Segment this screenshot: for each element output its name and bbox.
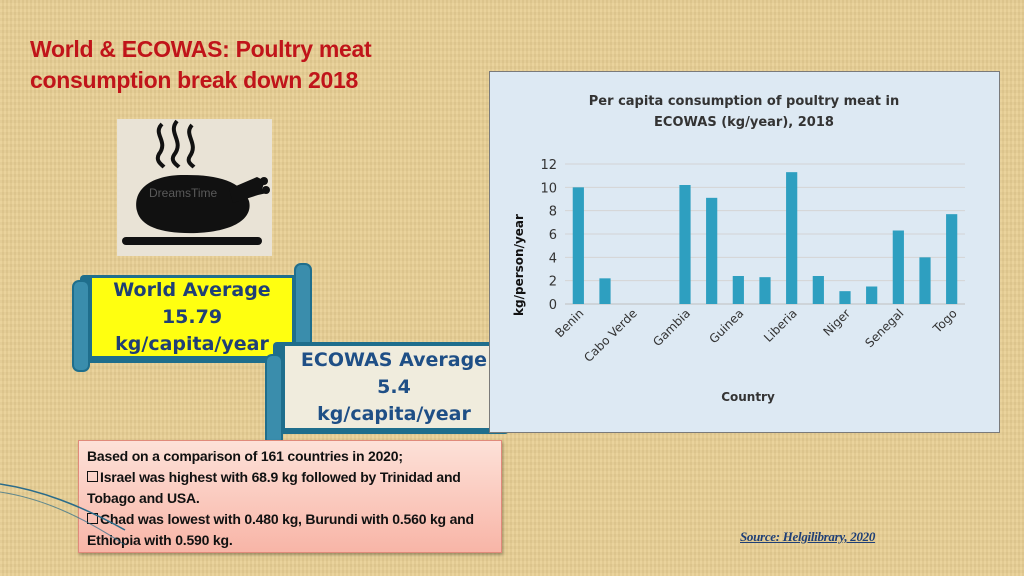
bar (599, 278, 611, 304)
note-point-1-text: Israel was highest with 68.9 kg followed… (87, 469, 461, 506)
bar (839, 291, 851, 304)
chart-title-line1: Per capita consumption of poultry meat i… (589, 94, 899, 109)
bar (572, 187, 584, 304)
chart-title-line2: ECOWAS (kg/year), 2018 (654, 115, 834, 130)
bar-chart: Per capita consumption of poultry meat i… (512, 94, 965, 404)
x-tick-label: Niger (820, 306, 853, 339)
y-tick-label: 0 (549, 298, 557, 313)
y-tick-label: 4 (549, 251, 557, 266)
chicken-image: DreamsTime (117, 119, 272, 256)
x-tick-label: Guinea (706, 306, 746, 346)
world-average-unit: kg/capita/year (115, 332, 269, 355)
world-average-banner: World Average 15.79 kg/capita/year (72, 263, 317, 373)
y-axis-label: kg/person/year (512, 214, 526, 316)
x-tick-label: Liberia (761, 306, 800, 345)
x-axis-label: Country (721, 390, 775, 404)
roast-chicken-icon: DreamsTime (122, 119, 270, 245)
world-average-label: World Average (113, 278, 271, 301)
bar (812, 276, 824, 304)
x-tick-label: Senegal (862, 306, 906, 350)
bar (892, 230, 904, 304)
decorative-swoosh (0, 483, 126, 546)
bar (946, 214, 958, 304)
slide-title-line2: consumption break down 2018 (30, 67, 359, 93)
comparison-note: Based on a comparison of 161 countries i… (78, 440, 502, 553)
y-tick-label: 6 (549, 228, 557, 243)
world-average-body: World Average 15.79 kg/capita/year (92, 278, 292, 356)
note-point-2-text: Chad was lowest with 0.480 kg, Burundi w… (87, 511, 474, 548)
note-point-2: Chad was lowest with 0.480 kg, Burundi w… (87, 509, 493, 551)
slide-title: World & ECOWAS: Poultry meat consumption… (30, 34, 450, 96)
bar (786, 172, 798, 304)
ecowas-average-body: ECOWAS Average 5.4 kg/capita/year (285, 346, 503, 428)
bar (679, 185, 691, 304)
ecowas-average-label: ECOWAS Average (300, 348, 488, 371)
note-point-1: Israel was highest with 68.9 kg followed… (87, 467, 493, 509)
banner-roll-left (265, 354, 283, 446)
world-average-value: 15.79 (161, 305, 223, 328)
x-tick-label: Cabo Verde (581, 306, 640, 365)
ecowas-average-value: 5.4 (377, 375, 411, 398)
bar-chart-panel: Per capita consumption of poultry meat i… (489, 71, 1000, 433)
checkbox-bullet-icon (87, 471, 98, 482)
x-tick-label: Benin (552, 306, 586, 340)
ecowas-average-unit: kg/capita/year (317, 402, 471, 425)
chicken-watermark: DreamsTime (149, 186, 218, 200)
source-citation: Source: Helgilibrary, 2020 (740, 529, 876, 544)
ecowas-average-banner: ECOWAS Average 5.4 kg/capita/year (265, 330, 520, 446)
note-intro: Based on a comparison of 161 countries i… (87, 448, 403, 464)
y-tick-label: 8 (549, 205, 557, 220)
bar (759, 277, 771, 304)
x-tick-label: Gambia (650, 306, 693, 349)
bar (919, 257, 931, 304)
y-tick-label: 2 (549, 275, 557, 290)
bar (706, 197, 718, 304)
banner-roll-left (72, 280, 90, 372)
y-tick-label: 10 (540, 181, 557, 196)
x-tick-label: Togo (930, 306, 960, 336)
y-tick-label: 12 (540, 158, 557, 173)
slide-title-line1: World & ECOWAS: Poultry meat (30, 36, 372, 62)
y-axis-ticks: 0 2 4 6 8 10 12 (540, 158, 557, 313)
bar (866, 286, 878, 304)
chart-bars (572, 172, 958, 304)
bar (732, 276, 744, 304)
